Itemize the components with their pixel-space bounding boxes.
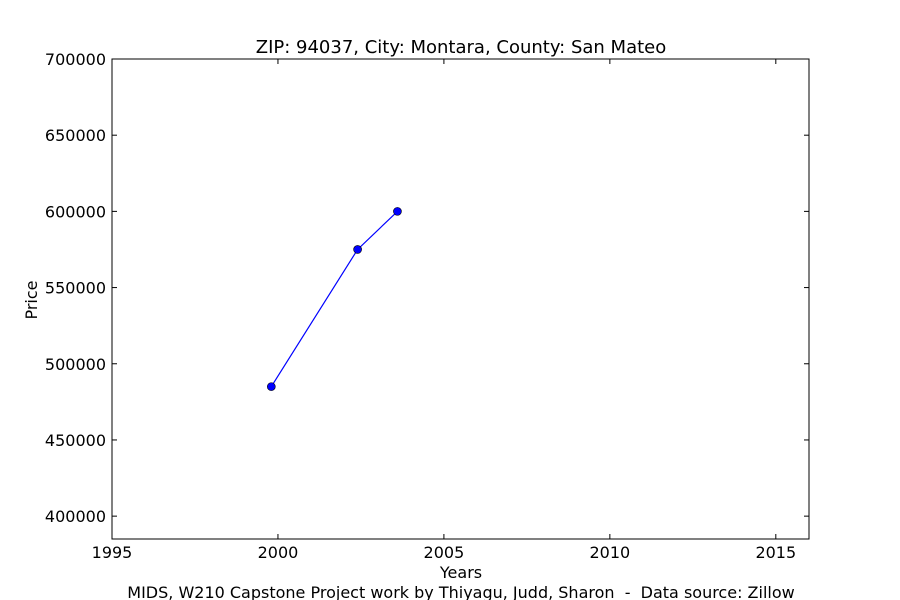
y-tick-label-550000: 550000: [45, 279, 106, 298]
series-line-0: [270, 210, 398, 387]
data-point-0-2: [393, 207, 402, 216]
y-tick-label-650000: 650000: [45, 126, 106, 145]
y-axis-label: Price: [22, 280, 41, 319]
chart-caption: MIDS, W210 Capstone Project work by Thiy…: [127, 583, 794, 600]
y-tick-label-450000: 450000: [45, 431, 106, 450]
chart-title: ZIP: 94037, City: Montara, County: San M…: [256, 37, 667, 58]
y-tick-label-400000: 400000: [45, 507, 106, 526]
x-tick-label-1995: 1995: [92, 543, 133, 562]
plot-frame: [111, 58, 810, 540]
y-tick-label-600000: 600000: [45, 202, 106, 221]
plot-area: 1995 2000 2005 2010 2015 400000 450000 500000 55…: [45, 50, 810, 562]
x-tick-label-2000: 2000: [258, 543, 299, 562]
x-tick-label-2005: 2005: [424, 543, 465, 562]
data-point-0-1: [353, 245, 362, 254]
x-tick-label-2015: 2015: [755, 543, 796, 562]
y-tick-label-500000: 500000: [45, 355, 106, 374]
y-tick-label-700000: 700000: [45, 50, 106, 69]
data-point-0-0: [267, 382, 276, 391]
x-axis-label: Years: [439, 563, 482, 582]
x-tick-label-2010: 2010: [589, 543, 630, 562]
